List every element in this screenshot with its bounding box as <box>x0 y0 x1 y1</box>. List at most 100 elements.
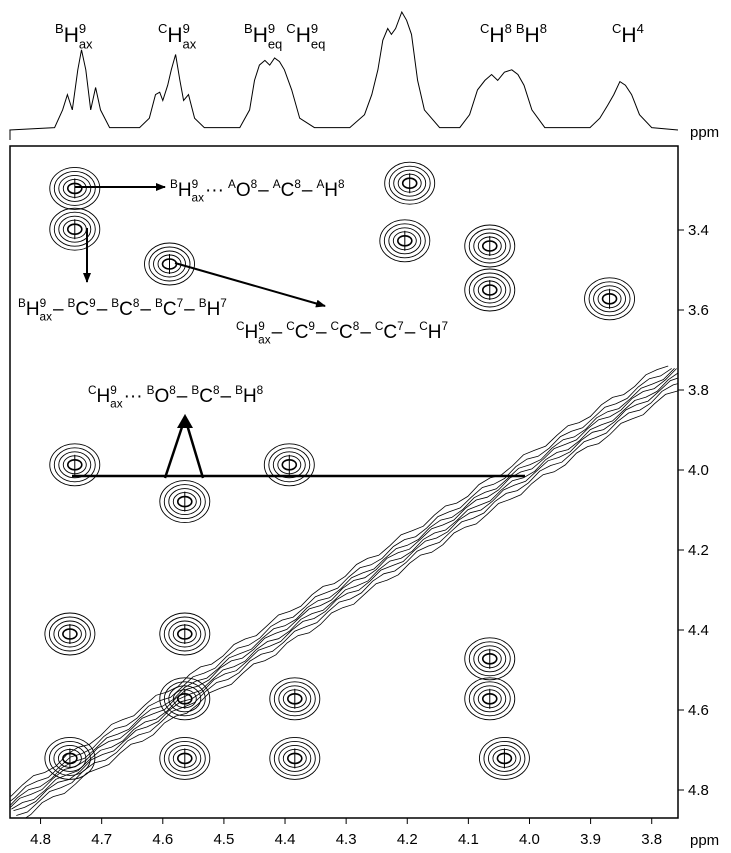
spectrum-line <box>9 10 679 131</box>
label-part: C <box>480 21 489 36</box>
contour-ring <box>384 161 436 205</box>
label-part: ax <box>258 334 271 347</box>
label-part: H <box>621 24 636 47</box>
label-part: – <box>360 322 371 343</box>
x-tick-label: 4.6 <box>152 831 173 848</box>
cross-peak <box>464 224 516 268</box>
label-part: 7 <box>442 320 449 333</box>
contour-ring <box>49 166 101 210</box>
label-part: B <box>111 297 119 310</box>
label-part: 9 <box>268 21 275 36</box>
x-tick-label: 4.4 <box>275 831 296 848</box>
contour-ring <box>268 447 311 483</box>
x-tick-label: 4.8 <box>30 831 51 848</box>
contour-ring <box>393 169 427 197</box>
contour-ring <box>278 744 312 772</box>
label-part: 8 <box>353 320 360 333</box>
label-part: B <box>147 384 155 397</box>
contour-ring <box>269 736 321 780</box>
label-part: B <box>244 21 253 36</box>
contour-ring <box>468 681 511 717</box>
label-part: C <box>419 320 428 333</box>
contour-ring <box>273 740 316 776</box>
label-part: – <box>221 386 232 407</box>
diagonal-contour <box>24 390 678 818</box>
label-part: C <box>612 21 621 36</box>
contour-ring <box>388 165 431 201</box>
label-part: 8 <box>338 178 345 191</box>
cross-peak <box>159 612 211 656</box>
contour-ring <box>159 736 211 780</box>
contour-ring <box>588 281 631 317</box>
cross-peak <box>49 207 101 251</box>
y-tick-label: 3.8 <box>688 382 709 399</box>
diagonal-contour <box>11 372 678 810</box>
diagonal-contour <box>10 368 677 809</box>
contour-ring <box>148 246 191 282</box>
contour-ring <box>153 250 186 278</box>
plot-frame <box>9 145 679 819</box>
contour-ring <box>58 451 92 479</box>
label-part: H <box>525 24 540 47</box>
contour-layer <box>10 161 678 818</box>
label-part: 8 <box>213 384 220 397</box>
contour-ring <box>593 285 626 313</box>
diagonal-contour <box>10 365 669 797</box>
label-part: C <box>158 21 167 36</box>
contour-ring <box>464 268 516 312</box>
contour-ring <box>263 443 315 487</box>
contour-ring <box>273 681 316 717</box>
label-part: B <box>68 297 76 310</box>
label-part: B <box>170 178 178 191</box>
label-part: 9 <box>110 384 117 397</box>
label-part: A <box>228 178 236 191</box>
label-part: O <box>154 386 169 407</box>
label-part: C <box>75 299 89 320</box>
x-tick-label: 4.3 <box>336 831 357 848</box>
label-part: ax <box>40 311 53 324</box>
label-part: – <box>272 322 283 343</box>
label-part: 9 <box>183 21 190 36</box>
x-tick-label: 4.5 <box>213 831 234 848</box>
label-part: O <box>236 180 251 201</box>
label-part: B <box>18 297 26 310</box>
contour-ring <box>53 744 87 772</box>
contour-ring <box>478 736 530 780</box>
label-part: C <box>331 320 340 333</box>
label-part: H <box>97 386 111 407</box>
label-part: 8 <box>540 21 547 36</box>
label-part: H <box>167 24 182 47</box>
label-part: – <box>140 299 151 320</box>
contour-ring <box>49 443 101 487</box>
label-part: H <box>324 180 338 201</box>
label-part: – <box>97 299 108 320</box>
label-part: – <box>177 386 188 407</box>
y-tick-label: 4.4 <box>688 622 709 639</box>
label-part: B <box>191 384 199 397</box>
label-part: 4 <box>637 21 644 36</box>
label-part: H <box>428 322 442 343</box>
contour-ring <box>58 215 92 243</box>
contour-ring <box>44 736 96 780</box>
contour-ring <box>269 677 321 721</box>
label-part: B <box>235 384 243 397</box>
label-part: H <box>296 24 311 47</box>
label-part: 8 <box>294 178 301 191</box>
label-part: 9 <box>79 21 86 36</box>
cross-peak <box>384 161 436 205</box>
label-part: H <box>207 299 221 320</box>
cross-peak <box>464 637 516 681</box>
label-part: H <box>253 24 268 47</box>
label-part: C <box>286 320 295 333</box>
x-tick-label: 4.2 <box>397 831 418 848</box>
label-part: ··· <box>124 386 143 407</box>
cross-peak <box>464 677 516 721</box>
contour-ring <box>48 616 91 652</box>
contour-ring <box>168 620 202 648</box>
contour-ring <box>58 174 92 202</box>
contour-ring <box>464 637 516 681</box>
contour-ring <box>44 612 96 656</box>
cross-peak <box>159 736 211 780</box>
label-part: – <box>258 180 269 201</box>
cross-peak <box>379 219 431 263</box>
